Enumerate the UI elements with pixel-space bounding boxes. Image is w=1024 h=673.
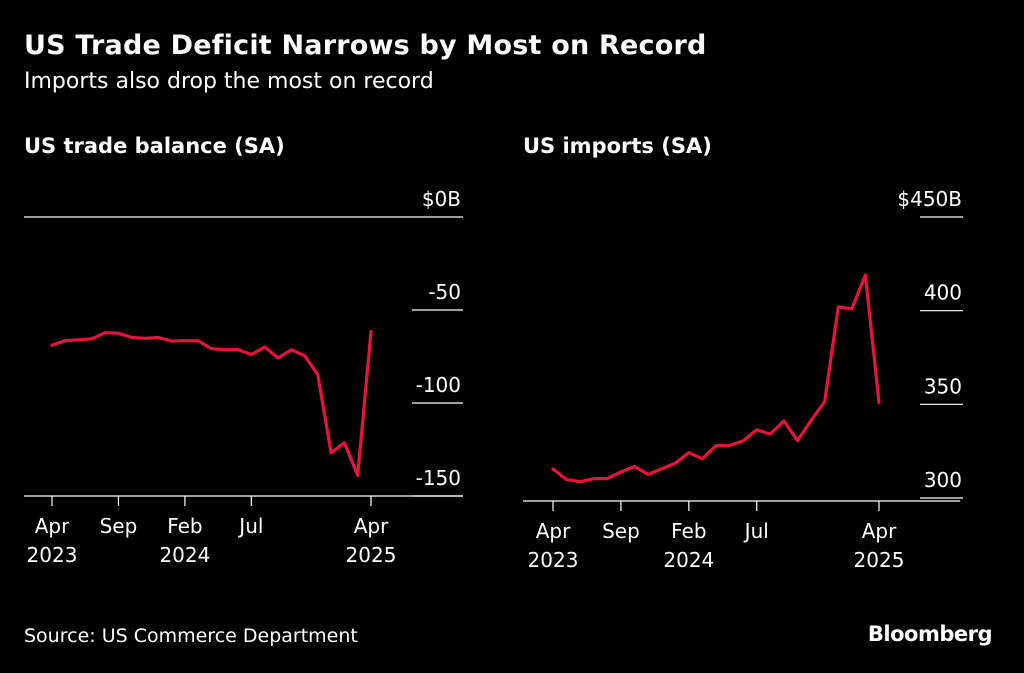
trade-balance-series-line [50,330,373,478]
source-note: Source: US Commerce Department [24,625,358,647]
imports-ytick-label: 400 [924,281,962,305]
imports-xtick-year: 2025 [854,548,905,572]
panel-title-imports: US imports (SA) [523,134,712,158]
imports-xtick-label: Apr [862,519,897,543]
imports-ytick-label: 300 [924,468,962,492]
imports-series-line [551,273,881,484]
trade-balance-ytick-label: -150 [416,466,461,490]
imports-xtick-label: Sep [602,519,640,543]
trade-balance-xtick-label: Jul [237,514,263,538]
imports-xtick-year: 2024 [663,548,714,572]
imports-ytick-label: $450B [897,187,962,211]
panel-title-trade-balance: US trade balance (SA) [24,134,285,158]
trade-balance-xtick-label: Apr [35,514,70,538]
imports-ytick-label: 350 [924,374,962,398]
imports-xtick-label: Jul [743,519,769,543]
chart-subtitle: Imports also drop the most on record [24,69,434,94]
trade-balance-xtick-year: 2025 [346,543,397,567]
chart-title: US Trade Deficit Narrows by Most on Reco… [24,30,707,61]
imports-xtick-year: 2023 [528,548,579,572]
trade-balance-xtick-year: 2024 [159,543,210,567]
trade-balance-xtick-year: 2023 [27,543,78,567]
trade-balance-xtick-label: Sep [100,514,138,538]
bloomberg-logo: Bloomberg [867,622,993,646]
trade-balance-ytick-label: -100 [416,373,461,397]
trade-balance-xtick-label: Apr [354,514,389,538]
trade-balance-ytick-label: -50 [428,280,461,304]
imports-xtick-label: Apr [536,519,571,543]
imports-xtick-label: Feb [671,519,706,543]
trade-balance-xtick-label: Feb [167,514,202,538]
trade-balance-ytick-label: $0B [422,187,461,211]
